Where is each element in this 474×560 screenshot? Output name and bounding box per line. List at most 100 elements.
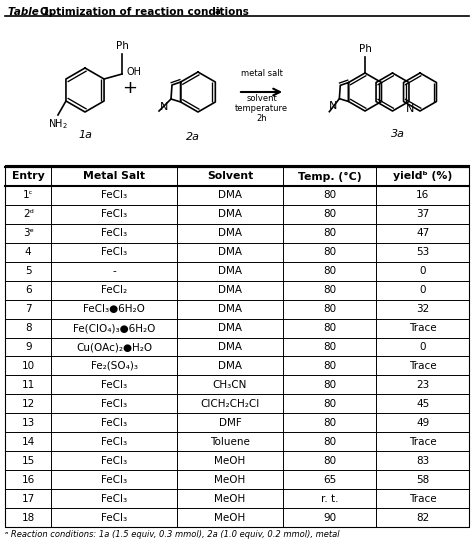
- Text: 80: 80: [323, 323, 337, 333]
- Text: 80: 80: [323, 266, 337, 276]
- Text: 0: 0: [419, 266, 426, 276]
- Text: 1a: 1a: [78, 130, 92, 140]
- Text: ClCH₂CH₂Cl: ClCH₂CH₂Cl: [201, 399, 260, 409]
- Text: 80: 80: [323, 209, 337, 220]
- Text: Fe(ClO₄)₃●6H₂O: Fe(ClO₄)₃●6H₂O: [73, 323, 155, 333]
- Text: OH: OH: [126, 67, 141, 77]
- Text: DMA: DMA: [218, 285, 242, 295]
- Text: FeCl₃: FeCl₃: [101, 512, 127, 522]
- Text: MeOH: MeOH: [214, 456, 246, 466]
- Text: 80: 80: [323, 399, 337, 409]
- Text: Ph: Ph: [358, 44, 372, 54]
- Text: 80: 80: [323, 285, 337, 295]
- Text: DMA: DMA: [218, 190, 242, 200]
- Text: 4: 4: [25, 248, 31, 257]
- Text: DMA: DMA: [218, 209, 242, 220]
- Text: FeCl₃: FeCl₃: [101, 209, 127, 220]
- Text: 3ᵉ: 3ᵉ: [23, 228, 34, 239]
- Text: 13: 13: [22, 418, 35, 428]
- Text: 80: 80: [323, 190, 337, 200]
- Text: 65: 65: [323, 475, 337, 484]
- Text: 6: 6: [25, 285, 31, 295]
- Text: FeCl₃: FeCl₃: [101, 456, 127, 466]
- Text: 17: 17: [22, 493, 35, 503]
- Text: DMA: DMA: [218, 342, 242, 352]
- Text: 18: 18: [22, 512, 35, 522]
- Text: DMA: DMA: [218, 361, 242, 371]
- Text: 80: 80: [323, 418, 337, 428]
- Text: Cu(OAc)₂●H₂O: Cu(OAc)₂●H₂O: [76, 342, 152, 352]
- Text: FeCl₃: FeCl₃: [101, 228, 127, 239]
- Text: Trace: Trace: [409, 323, 437, 333]
- Text: 5: 5: [25, 266, 31, 276]
- Text: 37: 37: [416, 209, 429, 220]
- Text: 80: 80: [323, 342, 337, 352]
- Text: 11: 11: [22, 380, 35, 390]
- Text: N: N: [406, 105, 414, 114]
- Text: Ph: Ph: [116, 41, 128, 51]
- Text: DMA: DMA: [218, 228, 242, 239]
- Bar: [5, 167, 469, 527]
- Text: CH₃CN: CH₃CN: [213, 380, 247, 390]
- Text: 90: 90: [323, 512, 337, 522]
- Text: DMA: DMA: [218, 323, 242, 333]
- Text: FeCl₃: FeCl₃: [101, 190, 127, 200]
- Text: Solvent: Solvent: [207, 171, 253, 181]
- Text: N: N: [329, 101, 337, 111]
- Text: 47: 47: [416, 228, 429, 239]
- Text: Metal Salt: Metal Salt: [83, 171, 145, 181]
- Text: 58: 58: [416, 475, 429, 484]
- Text: DMA: DMA: [218, 248, 242, 257]
- Text: DMF: DMF: [219, 418, 241, 428]
- Text: 2h: 2h: [256, 114, 267, 123]
- Text: ᵃ Reaction conditions: 1a (1.5 equiv, 0.3 mmol), 2a (1.0 equiv, 0.2 mmol), metal: ᵃ Reaction conditions: 1a (1.5 equiv, 0.…: [5, 530, 340, 539]
- Text: temperature: temperature: [235, 104, 288, 113]
- Text: 53: 53: [416, 248, 429, 257]
- Text: MeOH: MeOH: [214, 512, 246, 522]
- Text: 7: 7: [25, 304, 31, 314]
- Text: 83: 83: [416, 456, 429, 466]
- Text: FeCl₃: FeCl₃: [101, 380, 127, 390]
- Text: r. t.: r. t.: [321, 493, 338, 503]
- Text: DMA: DMA: [218, 304, 242, 314]
- Text: FeCl₃: FeCl₃: [101, 418, 127, 428]
- Text: 12: 12: [22, 399, 35, 409]
- Text: 80: 80: [323, 228, 337, 239]
- Text: FeCl₂: FeCl₂: [101, 285, 127, 295]
- Text: 80: 80: [323, 248, 337, 257]
- Text: 49: 49: [416, 418, 429, 428]
- Text: +: +: [122, 79, 137, 97]
- Text: MeOH: MeOH: [214, 493, 246, 503]
- Text: 10: 10: [22, 361, 35, 371]
- Text: 14: 14: [22, 437, 35, 447]
- Text: 80: 80: [323, 380, 337, 390]
- Text: 16: 16: [416, 190, 429, 200]
- Text: 0: 0: [419, 285, 426, 295]
- Text: 23: 23: [416, 380, 429, 390]
- Text: FeCl₃: FeCl₃: [101, 475, 127, 484]
- Text: 45: 45: [416, 399, 429, 409]
- Text: Temp. (°C): Temp. (°C): [298, 171, 362, 181]
- Text: 80: 80: [323, 437, 337, 447]
- Text: 1ᶜ: 1ᶜ: [23, 190, 34, 200]
- Text: 15: 15: [22, 456, 35, 466]
- Text: N: N: [160, 102, 168, 112]
- Text: DMA: DMA: [218, 266, 242, 276]
- Text: 2ᵈ: 2ᵈ: [23, 209, 34, 220]
- Text: Entry: Entry: [12, 171, 45, 181]
- Text: FeCl₃: FeCl₃: [101, 493, 127, 503]
- Text: 3a: 3a: [391, 129, 404, 139]
- Text: NH$_2$: NH$_2$: [48, 117, 68, 131]
- Text: FeCl₃: FeCl₃: [101, 437, 127, 447]
- Text: 32: 32: [416, 304, 429, 314]
- Text: Table 1.: Table 1.: [8, 7, 57, 17]
- Text: 9: 9: [25, 342, 31, 352]
- Text: MeOH: MeOH: [214, 475, 246, 484]
- Text: 2a: 2a: [186, 132, 200, 142]
- Text: 8: 8: [25, 323, 31, 333]
- Text: -: -: [112, 266, 116, 276]
- Text: a: a: [215, 7, 220, 16]
- Text: 0: 0: [419, 342, 426, 352]
- Text: yieldᵇ (%): yieldᵇ (%): [393, 171, 452, 181]
- Text: solvent: solvent: [246, 94, 277, 103]
